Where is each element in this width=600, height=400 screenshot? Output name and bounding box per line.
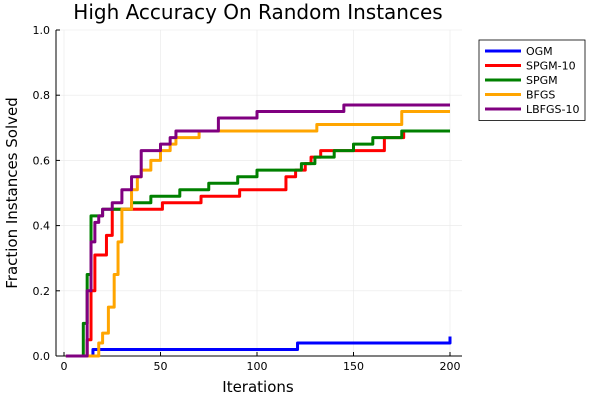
series-line-lbfgs-10 (65, 103, 450, 358)
y-tick-label: 0.2 (33, 285, 51, 298)
y-tick-label: 1.0 (33, 24, 51, 37)
x-tick-label: 0 (61, 360, 68, 373)
y-tick-label: 0.0 (33, 350, 51, 363)
plot-area (56, 30, 462, 356)
x-tick-label: 200 (440, 360, 461, 373)
legend-label-ogm: OGM (526, 45, 553, 58)
legend-label-lbfgs-10: LBFGS-10 (526, 103, 579, 116)
x-tick-label: 50 (154, 360, 168, 373)
x-axis-label: Iterations (222, 378, 294, 396)
series-line-spgm-10 (65, 129, 450, 358)
axes: 0 50 100 150 200 0.0 0.2 0.4 0.6 0.8 1.0 (33, 24, 462, 373)
legend-label-bfgs: BFGS (526, 89, 555, 102)
series-line-bfgs (65, 110, 450, 358)
chart-title: High Accuracy On Random Instances (73, 0, 442, 24)
x-tick-label: 150 (343, 360, 364, 373)
y-tick-label: 0.6 (33, 154, 51, 167)
series-line-spgm (65, 129, 450, 358)
series-lines (65, 103, 452, 358)
legend-label-spgm: SPGM (526, 74, 558, 87)
y-tick-label: 0.8 (33, 89, 51, 102)
x-tick-label: 100 (247, 360, 268, 373)
legend-label-spgm-10: SPGM-10 (526, 60, 576, 73)
y-axis-label: Fraction Instances Solved (3, 97, 21, 289)
y-tick-label: 0.4 (33, 220, 51, 233)
